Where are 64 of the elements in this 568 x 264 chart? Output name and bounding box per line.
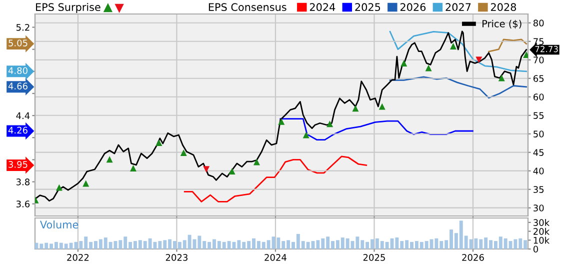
y2-tick-label: 40 [533,168,544,174]
y-tick-label: 0 [533,246,538,253]
y2-tick-label: 80 [533,20,544,26]
y2-tick-label: 45 [533,149,544,156]
y2-tick-label: 70 [534,56,544,64]
text: 4.66 [8,82,28,90]
x-tick-label: 2025 [363,254,385,261]
legend-label: 2024 [310,3,336,12]
line-series [280,118,474,141]
x-tick-label: 2026 [462,254,484,261]
point [106,156,113,163]
text: 3.95 [8,161,28,168]
point [56,184,62,191]
point [425,64,432,72]
point [450,42,456,50]
x-tick-label: 2022 [67,254,89,261]
y-tick-label: 30k [534,219,550,226]
y-tick-label: 10k [534,236,550,244]
y2-tick-label: 50 [534,130,544,138]
point [180,149,187,156]
legend-label: 2026 [400,3,426,12]
legend-label: 2027 [446,3,471,12]
point [498,74,505,82]
y-tick-label: 4.4 [16,112,30,119]
point [203,166,210,173]
legend-label: 2025 [355,3,380,12]
point [326,120,334,128]
y2-tick-label: 65 [533,75,544,82]
text: 5.05 [8,40,28,46]
y2-tick-label: 75 [534,38,544,45]
line-series [35,30,528,202]
legend-title: EPS Consensus [208,3,286,12]
point [278,118,285,125]
data-label: 72.73 [535,46,558,52]
point [130,165,137,172]
point [400,60,408,66]
point [253,158,260,166]
y2-tick-label: 55 [534,112,544,119]
chart-title: Volume [40,220,78,229]
x-tick-label: 2024 [264,254,286,261]
legend-label: 2028 [490,3,516,12]
x-tick-label: 2023 [166,254,188,261]
text: 4.26 [8,126,28,134]
y-tick-label: 20k [534,228,550,235]
point [82,180,90,187]
point [378,103,386,110]
y2-tick-label: 35 [534,186,544,193]
legend-label: Price ($) [482,20,522,29]
y-tick-label: 3.8 [16,178,30,186]
line-series [389,76,528,99]
text: 4.80 [8,67,28,74]
chart-title: EPS Surprise [36,2,100,14]
point [302,132,310,138]
point [228,168,236,174]
line-series [184,156,368,202]
y2-tick-label: 30 [534,204,544,212]
point [156,139,162,146]
line-series [389,30,528,72]
y2-tick-label: 60 [533,94,544,100]
y-tick-label: 5.2 [16,24,30,31]
y-tick-label: 3.6 [16,200,30,208]
line-series [488,38,528,52]
point [476,56,482,64]
point [352,105,359,112]
